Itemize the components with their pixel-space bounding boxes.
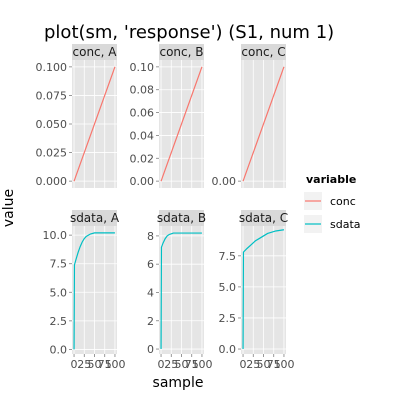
y-tick-label: 0.0	[50, 343, 68, 356]
series-line-conc	[73, 66, 116, 182]
y-tick-label: 0.08	[130, 84, 155, 97]
y-tick-label: 4	[147, 286, 154, 299]
x-tick-label: 0	[71, 358, 78, 371]
x-tick-label: 75	[267, 358, 281, 371]
y-tick-label: 0.100	[36, 61, 68, 74]
legend: variable conc sdata	[304, 173, 361, 233]
y-tick-label: 5.0	[219, 281, 237, 294]
y-tick-label: 6	[147, 258, 154, 271]
facet-strip	[72, 44, 117, 60]
x-tick-label: 100	[191, 358, 212, 371]
y-tick-label: 0.00	[130, 175, 155, 188]
x-tick-label: 25	[77, 358, 91, 371]
series-line-conc	[160, 66, 203, 182]
facet-strip	[241, 44, 286, 60]
y-tick-label: 0.00	[212, 175, 237, 188]
legend-label: sdata	[330, 218, 361, 231]
x-tick-label: 25	[246, 358, 260, 371]
series-line-sdata	[242, 229, 285, 350]
x-axis-title: sample	[153, 375, 204, 391]
facet-panel: conc, C 0.000.250.500.751.00	[212, 44, 286, 188]
x-tick-label: 100	[104, 358, 125, 371]
y-tick-label: 2.5	[219, 312, 237, 325]
facet-strip-label: sdata, A	[70, 211, 120, 225]
legend-item-conc: conc	[304, 192, 356, 210]
facet-strip	[72, 210, 117, 226]
y-tick-label: 0.075	[36, 89, 68, 102]
facet-panel: conc, B 0.00 0.02 0.04 0.06 0.08 0.10	[130, 44, 204, 188]
facet-strip-label: sdata, B	[157, 211, 206, 225]
x-tick-label: 50	[88, 358, 102, 371]
series-line-conc	[242, 66, 285, 182]
y-tick-label: 0.050	[36, 118, 68, 131]
x-tick-label: 50	[257, 358, 271, 371]
facet-strip	[159, 44, 204, 60]
y-tick-label: 0.0	[219, 343, 237, 356]
x-tick-label: 0	[240, 358, 247, 371]
legend-title: variable	[306, 173, 356, 186]
y-tick-label: 0.02	[130, 152, 155, 165]
y-tick-label: 7.5	[219, 250, 237, 263]
facet-strip-label: conc, C	[241, 45, 285, 59]
x-tick-label: 75	[185, 358, 199, 371]
y-tick-label: 2	[147, 315, 154, 328]
x-tick-label: 50	[175, 358, 189, 371]
y-tick-label: 0.10	[130, 61, 155, 74]
series-line-sdata	[160, 232, 202, 350]
y-axis-title: value	[1, 189, 17, 227]
y-tick-label: 0.04	[130, 129, 155, 142]
facet-strip	[159, 210, 204, 226]
y-tick-label: 0.025	[36, 147, 68, 160]
legend-label: conc	[330, 195, 356, 208]
facet-panel: conc, A 0.000 0.025 0.050 0.075 0.100	[36, 44, 118, 188]
x-tick-label: 100	[273, 358, 294, 371]
y-tick-label: 2.5	[50, 315, 68, 328]
chart-title: plot(sm, 'response') (S1, num 1)	[44, 22, 334, 43]
y-tick-label: 0.000	[36, 175, 68, 188]
x-tick-label: 0	[158, 358, 165, 371]
facet-strip-label: conc, B	[159, 45, 203, 59]
y-tick-label: 7.5	[50, 258, 68, 271]
y-tick-label: 10.0	[43, 229, 68, 242]
x-tick-label: 25	[164, 358, 178, 371]
legend-item-sdata: sdata	[304, 215, 361, 233]
y-tick-label: 8	[147, 230, 154, 243]
facet-strip	[241, 210, 286, 226]
y-tick-label: 0	[147, 343, 154, 356]
x-tick-label: 75	[98, 358, 112, 371]
y-tick-label: 0.06	[130, 107, 155, 120]
y-tick-label: 5.0	[50, 286, 68, 299]
series-line-sdata	[73, 232, 115, 350]
facet-strip-label: conc, A	[73, 45, 118, 59]
facet-strip-label: sdata, C	[239, 211, 288, 225]
